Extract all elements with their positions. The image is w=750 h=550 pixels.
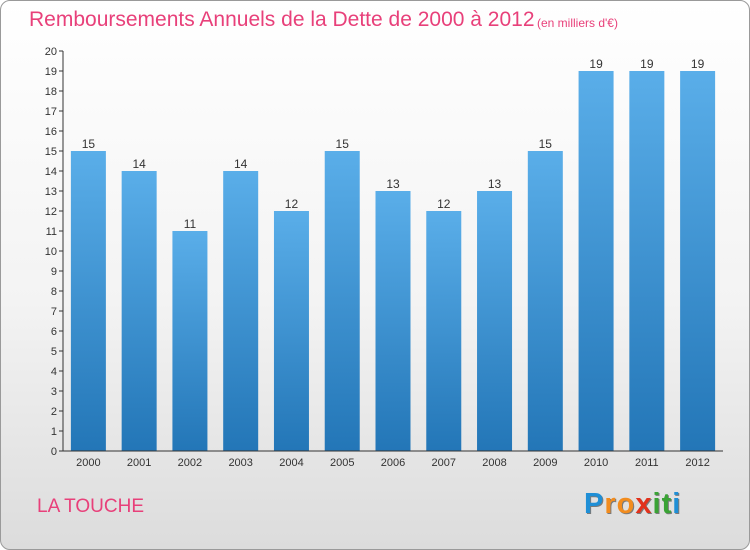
bar	[629, 71, 665, 451]
brand-logo: Proxiti	[584, 488, 681, 521]
y-tick-label: 5	[51, 346, 57, 358]
chart-unit: (en milliers d'€)	[537, 16, 618, 30]
bar-value-label: 19	[589, 57, 603, 71]
y-tick-label: 6	[51, 326, 57, 338]
brand-letter: i	[652, 488, 662, 520]
x-tick-label: 2010	[584, 457, 608, 469]
bar	[70, 151, 106, 451]
y-tick-label: 8	[51, 286, 57, 298]
bar	[578, 71, 614, 451]
y-tick-label: 13	[45, 186, 57, 198]
x-tick-label: 2000	[76, 457, 100, 469]
y-tick-label: 12	[45, 206, 57, 218]
x-tick-label: 2001	[127, 457, 151, 469]
x-tick-label: 2005	[330, 457, 354, 469]
bar	[324, 151, 360, 451]
bar	[223, 171, 259, 451]
bar-value-label: 19	[691, 57, 705, 71]
bar	[477, 191, 513, 451]
y-tick-label: 20	[45, 46, 57, 58]
bar	[426, 211, 462, 451]
bar-value-label: 12	[437, 197, 451, 211]
bar-value-label: 14	[234, 157, 248, 171]
bar-value-label: 13	[488, 177, 502, 191]
brand-letter: r	[604, 488, 617, 520]
brand-letter: x	[635, 488, 653, 520]
x-tick-label: 2009	[533, 457, 557, 469]
x-tick-label: 2011	[635, 457, 659, 469]
bar-value-label: 19	[640, 57, 654, 71]
y-tick-label: 4	[51, 366, 57, 378]
y-tick-label: 7	[51, 306, 57, 318]
y-tick-label: 16	[45, 126, 57, 138]
y-tick-label: 2	[51, 406, 57, 418]
brand-letter: P	[584, 488, 605, 520]
bars-group: 15 14 11 14 12 15 13 12 13 15 19 19 19	[70, 57, 716, 451]
chart-title: Remboursements Annuels de la Dette de 20…	[29, 8, 535, 31]
bar-value-label: 15	[82, 137, 96, 151]
y-tick-label: 11	[46, 226, 57, 238]
bar	[680, 71, 716, 451]
city-name: LA TOUCHE	[37, 496, 145, 517]
y-tick-label: 0	[51, 446, 57, 458]
x-tick-label: 2012	[685, 457, 709, 469]
brand-letter: t	[661, 488, 673, 520]
y-tick-label: 9	[51, 266, 57, 278]
bar	[527, 151, 563, 451]
y-tick-label: 15	[45, 146, 57, 158]
bar-value-label: 15	[539, 137, 553, 151]
y-tick-label: 19	[45, 66, 57, 78]
y-tick-label: 1	[51, 426, 57, 438]
bar-value-label: 14	[132, 157, 146, 171]
bar-value-label: 15	[336, 137, 350, 151]
y-tick-label: 14	[45, 166, 57, 178]
x-tick-label: 2003	[228, 457, 252, 469]
brand-letter: i	[672, 488, 682, 520]
brand-letter: o	[616, 488, 636, 520]
bar-value-label: 12	[285, 197, 299, 211]
y-tick-label: 17	[45, 106, 57, 118]
bar	[172, 231, 208, 451]
x-tick-label: 2006	[381, 457, 405, 469]
bar	[121, 171, 157, 451]
x-tick-label: 2004	[279, 457, 303, 469]
bar-value-label: 13	[386, 177, 400, 191]
bar-value-label: 11	[184, 217, 197, 231]
y-tick-label: 10	[45, 246, 57, 258]
bar	[273, 211, 309, 451]
x-tick-label: 2008	[482, 457, 506, 469]
y-tick-label: 18	[45, 86, 57, 98]
y-tick-label: 3	[51, 386, 57, 398]
axes-group: 2000 2001 2002 2003 2004 2005 2006 2007 2008 2009…	[45, 46, 723, 469]
x-tick-label: 2002	[178, 457, 202, 469]
x-tick-label: 2007	[432, 457, 456, 469]
bar	[375, 191, 411, 451]
